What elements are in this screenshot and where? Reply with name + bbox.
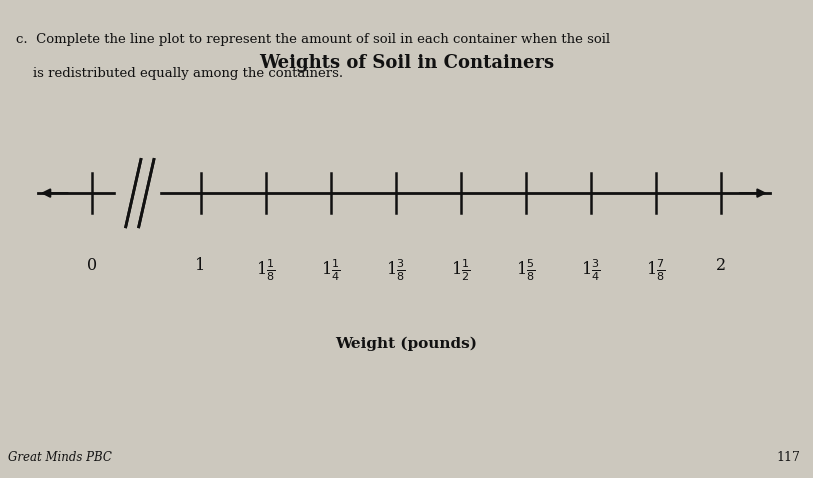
Text: 1$\frac{1}{4}$: 1$\frac{1}{4}$ (321, 257, 341, 283)
Text: Weight (pounds): Weight (pounds) (336, 337, 477, 351)
Text: 0: 0 (87, 257, 98, 274)
Text: 1$\frac{3}{4}$: 1$\frac{3}{4}$ (581, 257, 601, 283)
Text: Great Minds PBC: Great Minds PBC (8, 451, 112, 464)
Text: 1$\frac{7}{8}$: 1$\frac{7}{8}$ (646, 257, 666, 283)
Text: Weights of Soil in Containers: Weights of Soil in Containers (259, 54, 554, 72)
Text: 1$\frac{1}{2}$: 1$\frac{1}{2}$ (451, 257, 471, 283)
Text: 1$\frac{3}{8}$: 1$\frac{3}{8}$ (386, 257, 406, 283)
Text: 1$\frac{1}{8}$: 1$\frac{1}{8}$ (256, 257, 276, 283)
Text: 117: 117 (777, 451, 801, 464)
Text: c.  Complete the line plot to represent the amount of soil in each container whe: c. Complete the line plot to represent t… (16, 33, 611, 46)
Text: is redistributed equally among the containers.: is redistributed equally among the conta… (16, 67, 343, 80)
Text: 2: 2 (715, 257, 726, 274)
Text: 1$\frac{5}{8}$: 1$\frac{5}{8}$ (516, 257, 536, 283)
Text: 1: 1 (195, 257, 206, 274)
